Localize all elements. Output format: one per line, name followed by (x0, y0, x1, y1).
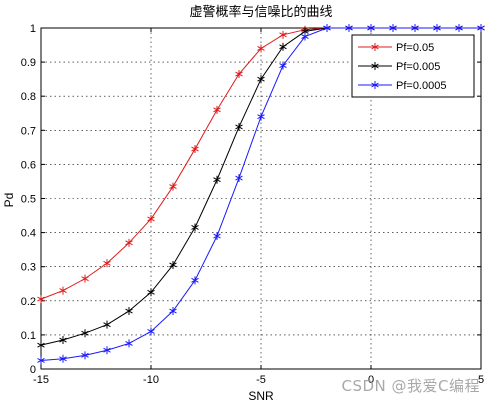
data-point (81, 274, 89, 283)
x-tick-label: -5 (256, 374, 266, 386)
y-tick-label: 0.4 (21, 228, 36, 240)
data-point (37, 341, 45, 350)
y-tick-label: 1 (30, 23, 36, 35)
x-axis-label: SNR (248, 389, 274, 403)
chart-title: 虚警概率与信噪比的曲线 (189, 4, 332, 19)
data-point (103, 259, 111, 268)
y-tick-label: 0.8 (21, 91, 36, 103)
legend-item: Pf=0.005 (358, 61, 440, 73)
data-point (301, 32, 309, 41)
data-point (147, 214, 155, 223)
data-point (279, 42, 287, 51)
data-point (37, 356, 45, 365)
data-point (279, 61, 287, 70)
data-point (323, 24, 331, 32)
x-tick-label: -10 (143, 374, 159, 386)
data-point (147, 327, 155, 336)
data-point (169, 260, 177, 269)
y-tick-label: 0.5 (21, 194, 36, 206)
y-tick-label: 0.2 (21, 296, 36, 308)
data-point (235, 174, 243, 183)
x-tick-label: 5 (478, 374, 484, 386)
data-point (367, 24, 375, 32)
data-point (257, 75, 265, 84)
y-tick-label: 0.3 (21, 262, 36, 274)
data-point (125, 307, 133, 316)
data-point (411, 24, 419, 32)
x-tick-label: 0 (368, 374, 374, 386)
data-point (81, 351, 89, 360)
data-point (389, 24, 397, 32)
data-point (213, 105, 221, 114)
series-2 (37, 24, 485, 365)
legend-label: Pf=0.05 (396, 42, 434, 54)
data-point (455, 24, 463, 32)
data-point (433, 24, 441, 32)
data-point (477, 24, 485, 32)
legend-marker (371, 62, 379, 70)
grid-lines (41, 28, 481, 369)
data-point (169, 307, 177, 316)
legend-marker (371, 81, 379, 89)
data-point (191, 276, 199, 285)
legend: Pf=0.05 Pf=0.005 Pf=0.0005 (351, 34, 475, 98)
x-tick-label: -15 (33, 374, 49, 386)
y-tick-label: 0.6 (21, 159, 36, 171)
data-point (235, 70, 243, 79)
data-point (213, 175, 221, 184)
y-tick-label: 0.1 (21, 330, 36, 342)
data-point (59, 354, 67, 363)
data-point (59, 336, 67, 345)
legend-label: Pf=0.0005 (396, 80, 446, 92)
data-point (59, 286, 67, 295)
watermark: CSDN @我爱C编程 (341, 377, 480, 395)
data-point (257, 112, 265, 121)
data-point (125, 339, 133, 348)
legend-marker (371, 43, 379, 51)
data-point (147, 288, 155, 297)
data-point (213, 232, 221, 241)
y-tick-label: 0.9 (21, 57, 36, 69)
y-tick-label: 0.7 (21, 125, 36, 137)
data-point (345, 24, 353, 32)
data-point (279, 30, 287, 39)
data-point (235, 122, 243, 131)
data-point (103, 320, 111, 329)
legend-item: Pf=0.05 (358, 42, 434, 54)
data-point (103, 346, 111, 355)
y-axis-label: Pd (2, 193, 16, 208)
series-layer (37, 24, 485, 365)
data-point (169, 182, 177, 191)
data-point (81, 329, 89, 338)
legend-label: Pf=0.005 (396, 61, 440, 73)
data-point (37, 295, 45, 304)
data-point (125, 238, 133, 247)
data-point (191, 145, 199, 154)
y-tick-label: 0 (30, 364, 36, 376)
data-point (191, 223, 199, 232)
axis-ticks: -15 -10 -5 0 5 0 0.1 0.2 0.3 0.4 0.5 0.6 0.7 0.8 0.9 1 (21, 23, 484, 386)
data-point (257, 44, 265, 53)
legend-item: Pf=0.0005 (358, 80, 446, 92)
